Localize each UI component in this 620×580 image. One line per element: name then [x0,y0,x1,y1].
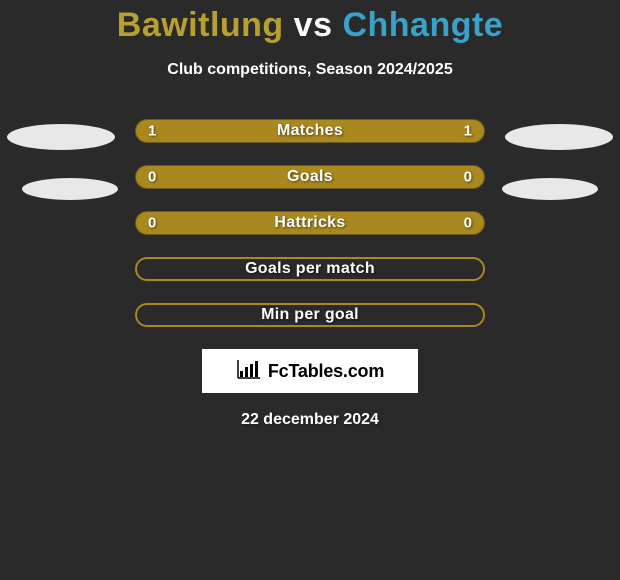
stat-value-left: 1 [148,123,156,140]
stat-value-right: 1 [464,123,472,140]
stat-label: Matches [277,122,343,140]
stat-row-goals: 0 Goals 0 [135,165,485,189]
title-vs: vs [294,6,333,44]
stat-label: Goals [287,168,333,186]
stat-row-hattricks: 0 Hattricks 0 [135,211,485,235]
bar-chart-icon [236,358,262,385]
brand-box: FcTables.com [202,349,418,393]
brand-text: FcTables.com [268,361,384,382]
stat-row-matches: 1 Matches 1 [135,119,485,143]
footer-date: 22 december 2024 [0,411,620,429]
stat-label: Hattricks [274,214,345,232]
page-title: Bawitlung vs Chhangte [0,0,620,45]
stat-value-left: 0 [148,169,156,186]
stats-rows: 1 Matches 1 0 Goals 0 0 Hattricks 0 Goal… [0,119,620,327]
player-right-name: Chhangte [342,6,503,44]
player-left-name: Bawitlung [117,6,284,44]
subtitle: Club competitions, Season 2024/2025 [0,61,620,79]
stat-row-min-per-goal: Min per goal [135,303,485,327]
stat-value-left: 0 [148,215,156,232]
comparison-infographic: Bawitlung vs Chhangte Club competitions,… [0,0,620,580]
stat-label: Goals per match [245,260,375,278]
stat-value-right: 0 [464,169,472,186]
stat-label: Min per goal [261,306,359,324]
stat-row-goals-per-match: Goals per match [135,257,485,281]
stat-value-right: 0 [464,215,472,232]
